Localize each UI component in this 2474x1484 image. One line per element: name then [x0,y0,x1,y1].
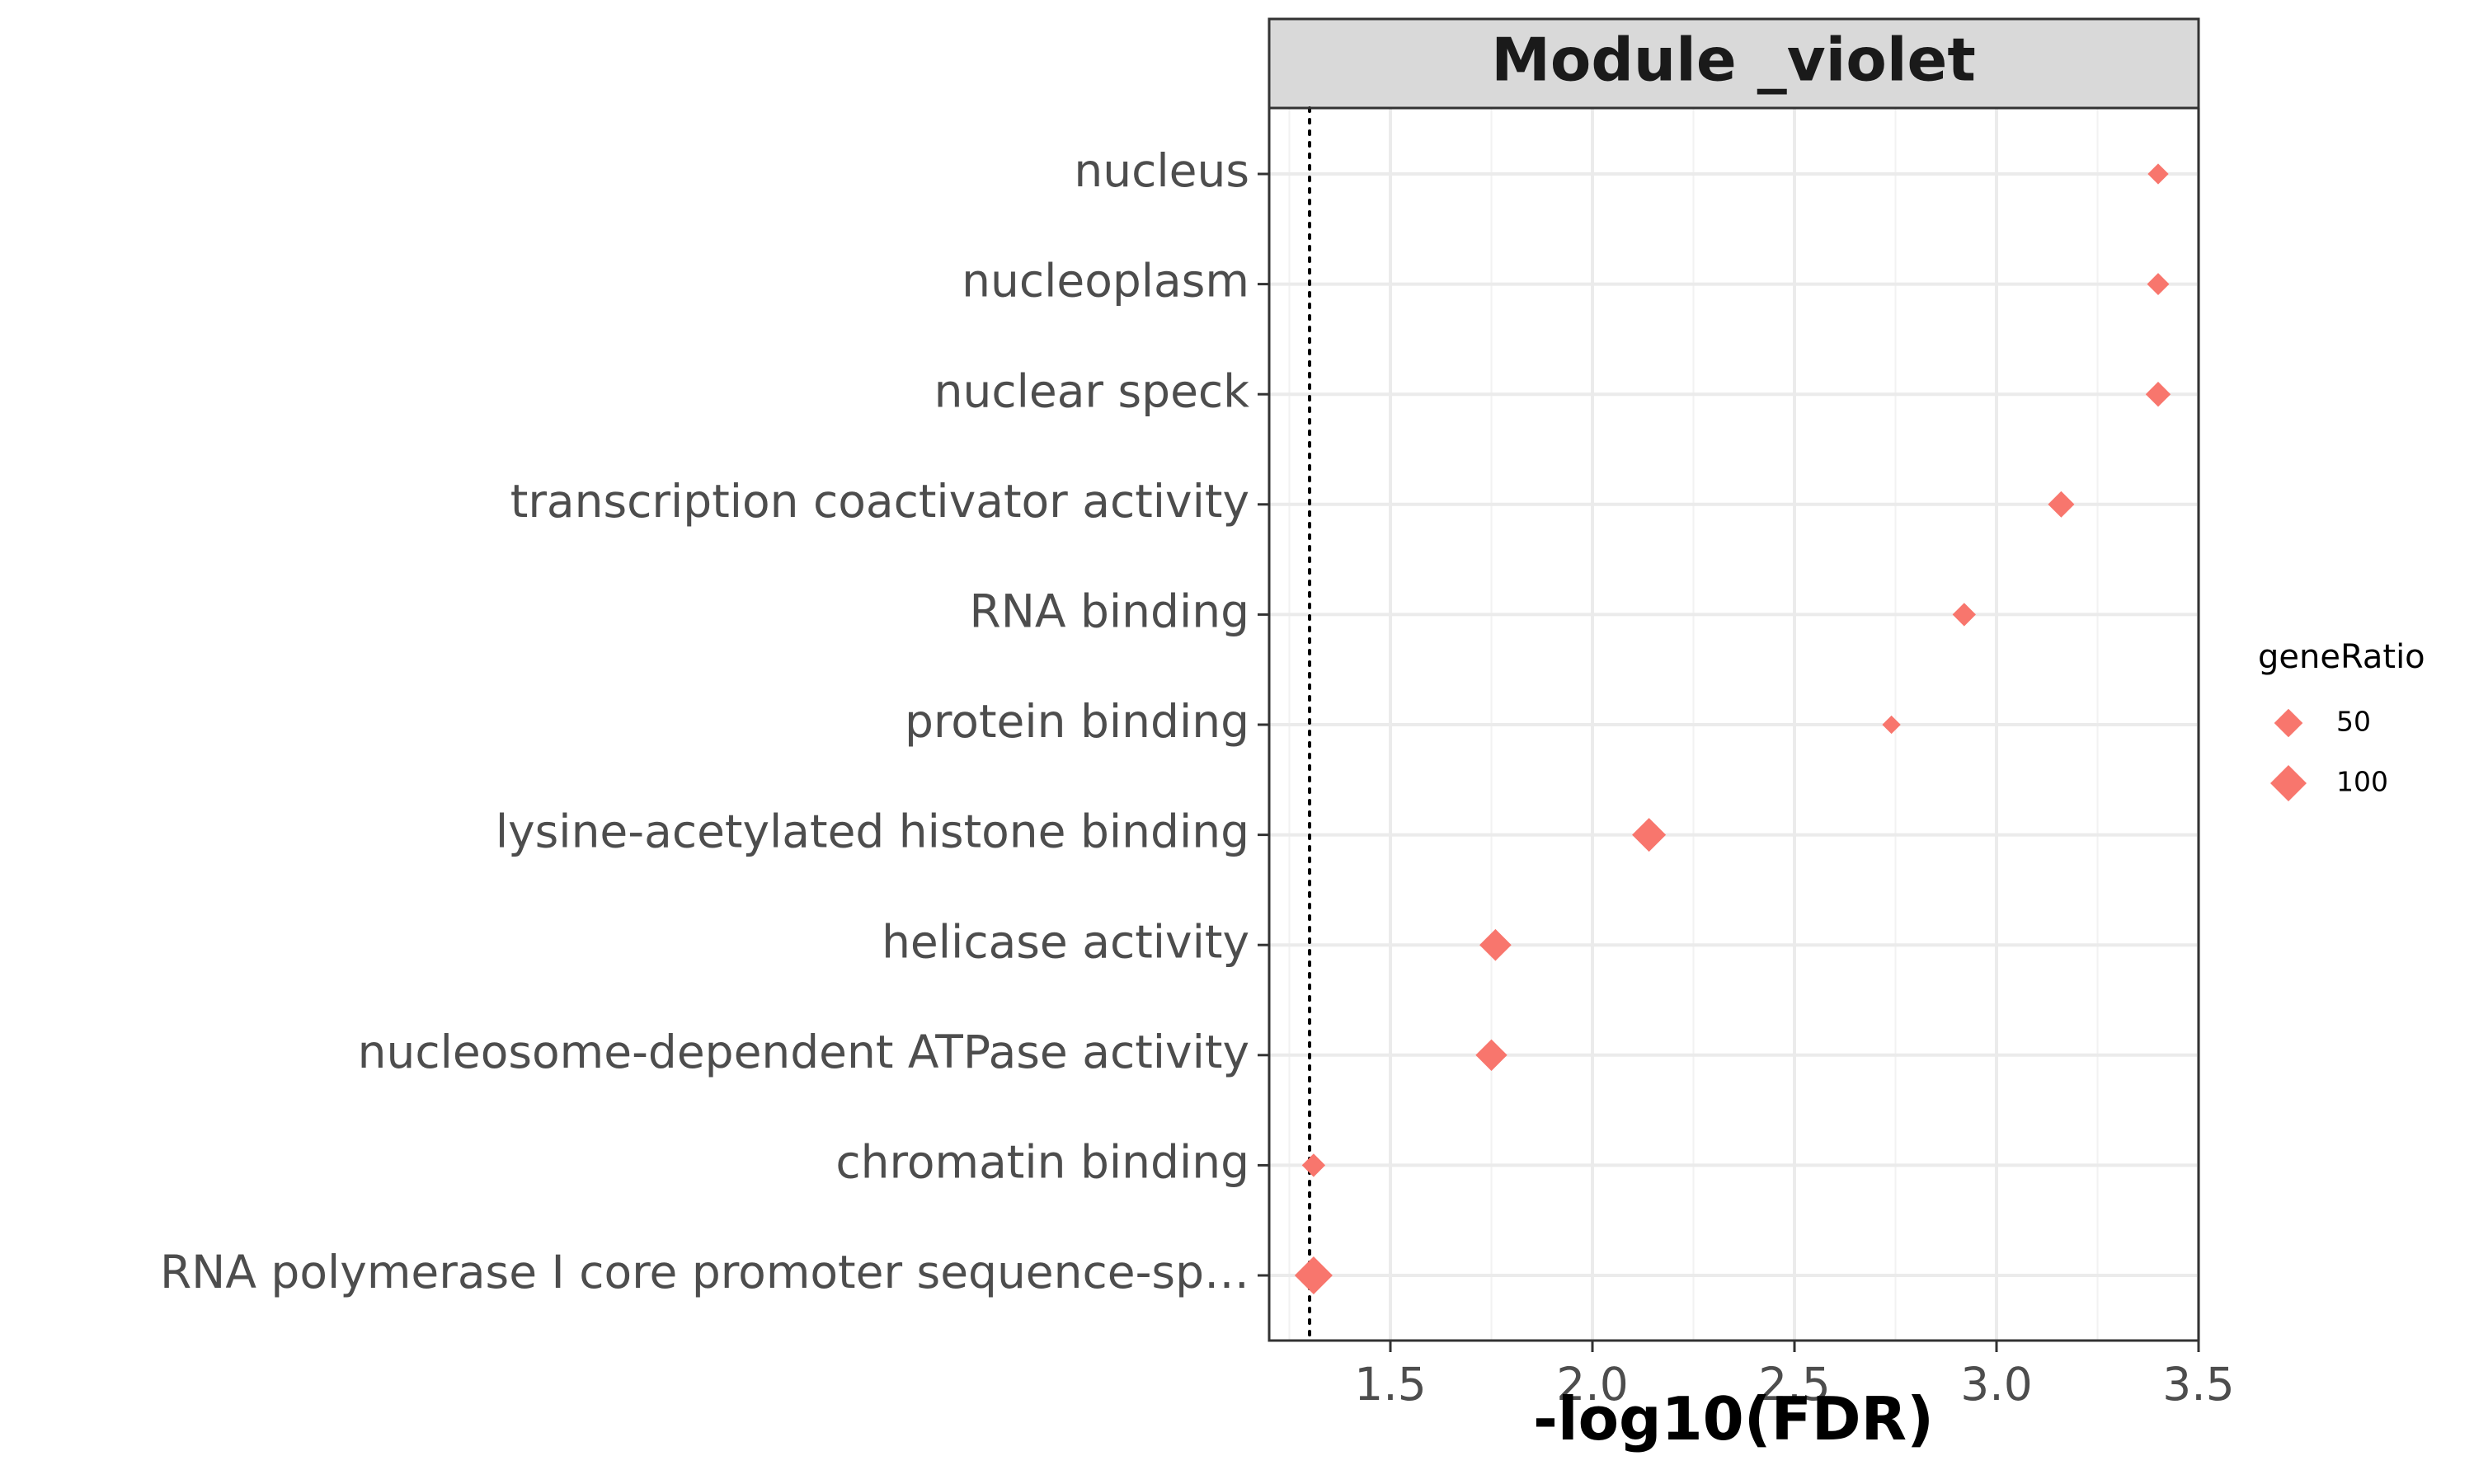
y-tick-label: RNA binding [970,585,1249,638]
x-tick-label: 3.0 [1960,1358,2032,1411]
y-tick-label: chromatin binding [835,1136,1249,1189]
data-point [1952,603,1976,627]
legend: geneRatio 50 100 [2258,638,2425,801]
legend-key [2270,765,2307,801]
y-tick-label: nucleus [1074,144,1249,197]
y-tick-label: protein binding [905,695,1249,748]
x-tick-label: 2.5 [1758,1358,1830,1411]
data-points [1294,163,2171,1294]
x-tick-label: 3.5 [2162,1358,2234,1411]
y-tick-label: nucleosome-dependent ATPase activity [358,1026,1249,1078]
x-tick-label: 1.5 [1354,1358,1426,1411]
x-tick-label: 2.0 [1556,1358,1628,1411]
y-tick-label: transcription coactivator activity [510,475,1249,528]
data-point [2048,491,2075,518]
y-tick-label: nucleoplasm [962,255,1249,308]
data-point [1479,928,1512,961]
data-point [1301,1153,1326,1177]
data-point [1882,715,1901,735]
data-point [1632,818,1667,852]
legend-title: geneRatio [2258,638,2425,676]
y-tick-label: helicase activity [882,915,1249,968]
y-tick-label: RNA polymerase I core promoter sequence-… [160,1246,1249,1298]
data-point [2145,382,2171,407]
x-axis-title: -log10(FDR) [1533,1384,1934,1453]
strip-background [1268,17,2200,110]
data-point [2147,163,2169,185]
chart-title: Module _violet [1491,26,1976,95]
legend-label: 50 [2336,706,2371,738]
y-tick-label: lysine-acetylated histone binding [496,805,1249,858]
legend-label: 100 [2336,766,2388,798]
grid-major [1269,108,2200,1341]
y-tick-label: nuclear speck [934,364,1250,417]
y-axis: nucleus nucleoplasm nuclear speck transcrip… [160,144,1269,1298]
legend-key [2274,708,2303,738]
data-point [2147,273,2170,296]
data-point [1475,1039,1507,1071]
data-point [1294,1256,1333,1294]
x-axis: 1.5 2.0 2.5 3.0 3.5 [1354,1341,2235,1411]
